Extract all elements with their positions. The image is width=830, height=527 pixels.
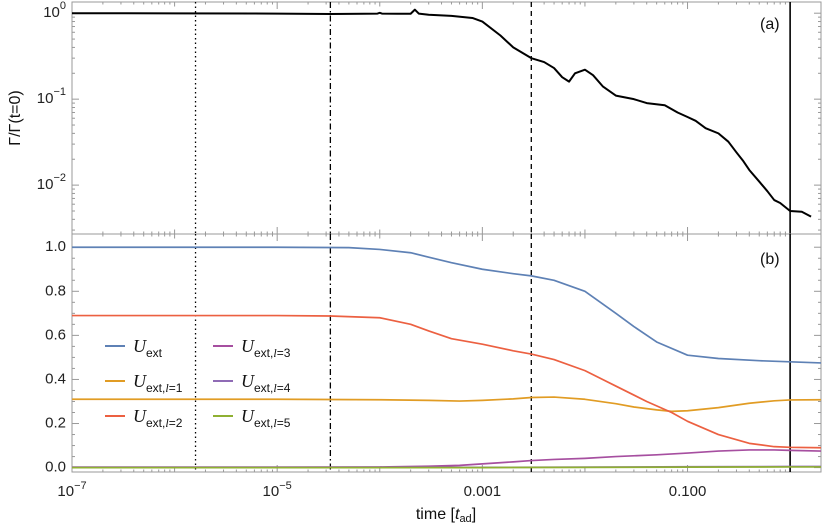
y-tick-label: 10−1 — [37, 86, 66, 107]
y-tick-label: 100 — [43, 0, 66, 21]
y-tick-label: 0.6 — [45, 326, 66, 343]
series-line-0 — [72, 246, 822, 364]
series-line-5 — [72, 466, 821, 469]
y-tick-label: 0.0 — [45, 459, 66, 476]
panel-b-reference-lines — [194, 234, 791, 472]
legend-label: Uext,l=4 — [241, 371, 291, 395]
y-tick-label: 0.8 — [45, 282, 66, 299]
panel-b-frame — [71, 233, 822, 473]
legend-item: Uext,l=2 — [105, 406, 183, 430]
x-tick-label: 0.100 — [669, 483, 707, 500]
legend-var: U — [133, 371, 147, 391]
legend-label: Uext,l=3 — [241, 336, 291, 360]
legend-label: Uext,l=5 — [241, 406, 291, 430]
legend-var: U — [241, 371, 255, 391]
panel-b-label: (b) — [760, 251, 780, 268]
panel-a-label: (a) — [760, 16, 780, 33]
panel-a-series — [71, 8, 812, 218]
series-line-1 — [72, 396, 822, 413]
panel-a-ticks — [71, 2, 822, 234]
x-tick-label-exponent: −7 — [74, 480, 87, 492]
x-tick-label-base: 10 — [263, 483, 280, 500]
legend-subvar: l — [273, 346, 277, 360]
legend-sub: ext, — [146, 381, 165, 395]
legend-var: U — [241, 336, 255, 356]
y-tick-label-base: 10 — [37, 176, 54, 193]
legend-item: Uext,l=3 — [213, 336, 291, 360]
y-tick-label-exponent: −2 — [53, 172, 66, 184]
legend-var: U — [241, 406, 255, 426]
legend-subvar: l — [165, 381, 169, 395]
legend-item: Uext,l=5 — [213, 406, 291, 430]
y-tick-label-base: 10 — [43, 4, 60, 21]
x-axis-label-sub: ad — [459, 513, 471, 525]
legend-var: U — [133, 336, 147, 356]
legend-item: Uext — [105, 336, 163, 360]
x-tick-label-base: 10 — [57, 483, 74, 500]
x-axis-label: time [tad] — [416, 506, 476, 525]
series-line-2 — [72, 314, 822, 449]
x-tick-label-exponent: −5 — [279, 480, 292, 492]
legend-subtail: =2 — [169, 416, 183, 430]
x-tick-label: 10−5 — [263, 480, 292, 500]
x-axis-label-var: t — [455, 506, 460, 523]
legend-subtail: =3 — [277, 346, 291, 360]
y-tick-label: 1.0 — [45, 238, 66, 255]
y-tick-label-base: 10 — [37, 90, 54, 107]
legend-subvar: l — [273, 416, 277, 430]
legend-sub: ext, — [146, 416, 165, 430]
legend-sub: ext, — [254, 346, 273, 360]
panel-a-y-axis-label: Γ/Γ(t=0) — [7, 90, 24, 145]
legend-label: Uext,l=1 — [133, 371, 183, 395]
x-tick-label: 10−7 — [57, 480, 86, 500]
series-line-3 — [72, 449, 822, 468]
x-axis-label-pre: time [ — [416, 506, 456, 523]
legend-subtail: =5 — [277, 416, 291, 430]
legend-sub: ext — [146, 346, 163, 360]
y-tick-label: 10−2 — [37, 172, 66, 193]
legend-subvar: l — [273, 381, 277, 395]
y-tick-label-exponent: 0 — [60, 0, 66, 12]
panel-a-reference-lines — [194, 2, 791, 234]
legend-sub: ext, — [254, 381, 273, 395]
x-axis-label-post: ] — [472, 506, 476, 523]
y-tick-label-exponent: −1 — [53, 86, 66, 98]
panel-b-ticks — [71, 234, 822, 472]
legend-label: Uext — [133, 336, 163, 360]
legend-label: Uext,l=2 — [133, 406, 183, 430]
legend-subtail: =4 — [277, 381, 291, 395]
legend-item: Uext,l=4 — [213, 371, 291, 395]
panel-a-frame — [71, 1, 822, 235]
legend-sub: ext, — [254, 416, 273, 430]
panel-b-series — [72, 246, 822, 469]
legend-subtail: =1 — [169, 381, 183, 395]
legend-item: Uext,l=1 — [105, 371, 183, 395]
y-tick-label: 0.4 — [45, 370, 66, 387]
legend-var: U — [133, 406, 147, 426]
y-tick-label: 0.2 — [45, 414, 66, 431]
x-tick-label: 0.001 — [464, 483, 502, 500]
legend-subvar: l — [165, 416, 169, 430]
series-line-0 — [71, 8, 812, 218]
